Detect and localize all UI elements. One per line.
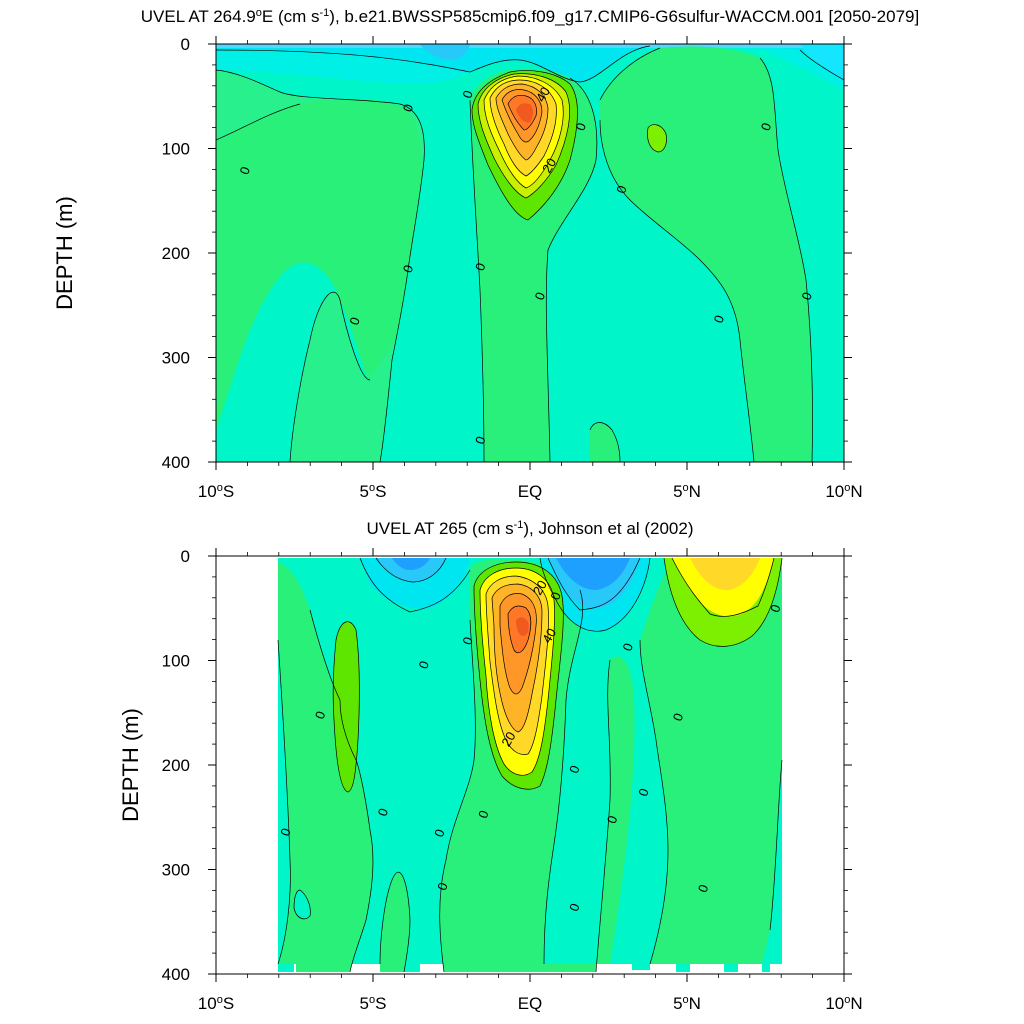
y-tick-label: 300 (162, 349, 190, 368)
contour-label: 0 (459, 88, 476, 100)
contour-label: 0 (312, 709, 329, 721)
x-tick-label: 5oN (673, 482, 701, 501)
contour-label: 0 (400, 102, 417, 114)
x-tick-label: 5oS (360, 482, 387, 501)
y-tick-label: 400 (162, 965, 190, 984)
y-tick-label: 0 (181, 35, 190, 54)
contour-label: 0 (434, 880, 451, 892)
y-axis-label-model: DEPTH (m) (52, 196, 77, 310)
contour-label: 0 (532, 290, 549, 302)
x-tick-label: 10oS (198, 482, 234, 501)
panel-observation: UVEL AT 265 (cm s-1), Johnson et al (200… (118, 519, 863, 1013)
contour-label: 0 (472, 261, 489, 273)
contour-label: 0 (670, 711, 687, 723)
y-tick-label: 100 (162, 140, 190, 159)
contour-label: 40 (533, 84, 553, 104)
contour-label: 0 (415, 659, 432, 671)
y-tick-label: 300 (162, 861, 190, 880)
contour-label: 0 (472, 434, 489, 446)
y-tick-label: 0 (181, 547, 190, 566)
x-tick-label: 10oN (825, 482, 862, 501)
contour-label: 0 (711, 313, 728, 325)
x-tick-label: 10oN (825, 994, 862, 1013)
contour-label: 0 (635, 786, 652, 798)
y-tick-label: 100 (162, 652, 190, 671)
y-tick-label: 200 (162, 756, 190, 775)
contour-label: 0 (236, 165, 253, 177)
contour-label: 0 (604, 814, 621, 826)
x-tick-label: EQ (518, 994, 543, 1013)
contour-label: 0 (475, 808, 492, 820)
contour-label: 0 (613, 183, 630, 195)
contour-fill-model (216, 44, 844, 462)
panel-model: UVEL AT 264.9oE (cm s-1), b.e21.BWSSP585… (52, 7, 919, 501)
contour-label: 0 (459, 635, 476, 647)
contour-label: 0 (346, 315, 363, 327)
contour-label: 20 (539, 155, 559, 175)
contour-label: 0 (375, 806, 392, 818)
contour-label: 0 (799, 290, 816, 302)
x-tick-label: EQ (518, 482, 543, 501)
contour-label: 0 (566, 901, 583, 913)
x-tick-label: 10oS (198, 994, 234, 1013)
contour-label: 0 (277, 826, 294, 838)
contour-label: 0 (695, 883, 712, 895)
contour-label: 0 (758, 121, 775, 133)
y-axis-label-observation: DEPTH (m) (118, 708, 143, 822)
y-tick-label: 400 (162, 453, 190, 472)
contour-label: 0 (572, 121, 589, 133)
contour-fill-observation (277, 557, 783, 973)
contour-label: 0 (767, 602, 784, 614)
contour-labels-model: 40 20 0 0 0 0 0 0 0 0 0 0 0 0 0 (236, 84, 815, 446)
y-tick-label: 200 (162, 244, 190, 263)
panel-title-observation: UVEL AT 265 (cm s-1), Johnson et al (200… (367, 519, 694, 538)
contour-label: 0 (547, 590, 564, 602)
contour-label: 20 (498, 729, 518, 749)
contour-label: 20 (530, 578, 550, 598)
contour-label: 0 (566, 763, 583, 775)
contour-label: 0 (431, 827, 448, 839)
panel-title-model: UVEL AT 264.9oE (cm s-1), b.e21.BWSSP585… (141, 7, 919, 26)
x-tick-label: 5oS (360, 994, 387, 1013)
contour-label: 40 (539, 626, 559, 646)
contour-label: 0 (400, 263, 417, 275)
x-tick-label: 5oN (673, 994, 701, 1013)
contour-label: 0 (620, 641, 637, 653)
